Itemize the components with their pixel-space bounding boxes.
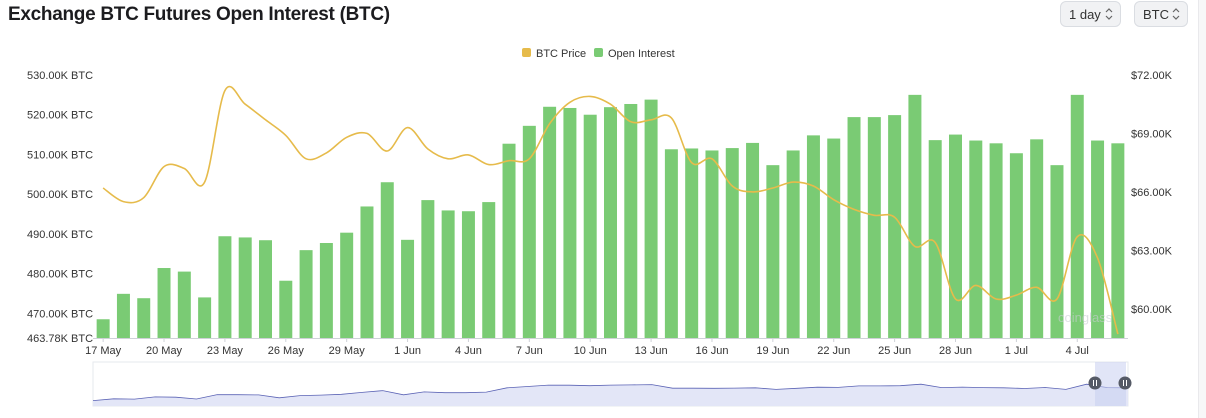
open-interest-bar[interactable]: [1091, 140, 1105, 338]
x-tick-label: 17 May: [85, 345, 122, 357]
x-tick-label: 26 May: [268, 345, 305, 357]
open-interest-bar[interactable]: [725, 148, 739, 338]
open-interest-bar[interactable]: [563, 107, 577, 339]
watermark-logo: coinglass: [1058, 310, 1113, 325]
open-interest-bar[interactable]: [644, 99, 658, 338]
open-interest-bar[interactable]: [319, 242, 333, 338]
open-interest-bar[interactable]: [157, 268, 171, 338]
page-title: Exchange BTC Futures Open Interest (BTC): [8, 4, 390, 25]
open-interest-bar[interactable]: [867, 117, 881, 338]
unit-select[interactable]: BTC: [1134, 1, 1188, 27]
legend-open-interest[interactable]: Open Interest: [608, 48, 675, 60]
open-interest-bar[interactable]: [908, 94, 922, 338]
open-interest-bar[interactable]: [1009, 153, 1023, 338]
open-interest-bar[interactable]: [177, 271, 191, 338]
y-left-tick-label: 470.00K BTC: [27, 308, 93, 320]
open-interest-bar[interactable]: [1111, 143, 1125, 338]
y-left-tick-label: 463.78K BTC: [27, 333, 93, 345]
x-tick-label: 1 Jul: [1005, 345, 1028, 357]
open-interest-bar[interactable]: [664, 149, 678, 338]
x-tick-label: 4 Jun: [455, 345, 482, 357]
y-right-tick-label: $72.00K: [1131, 70, 1173, 82]
x-tick-label: 16 Jun: [695, 345, 728, 357]
open-interest-bar[interactable]: [604, 107, 617, 338]
open-interest-bar[interactable]: [198, 297, 212, 338]
legend-btc-price-swatch: [522, 48, 531, 57]
open-interest-bar[interactable]: [137, 298, 151, 338]
unit-value: BTC: [1143, 6, 1169, 22]
open-interest-bar[interactable]: [279, 280, 293, 338]
open-interest-bar[interactable]: [685, 148, 699, 338]
x-tick-label: 19 Jun: [756, 345, 789, 357]
x-tick-label: 1 Jun: [394, 345, 421, 357]
x-tick-label: 7 Jun: [516, 345, 543, 357]
open-interest-bar[interactable]: [888, 115, 902, 339]
open-interest-bar[interactable]: [766, 165, 780, 338]
open-interest-bar[interactable]: [360, 206, 374, 338]
y-left-tick-label: 510.00K BTC: [27, 149, 93, 161]
y-right-tick-label: $60.00K: [1131, 304, 1173, 316]
y-left-tick-label: 490.00K BTC: [27, 229, 93, 241]
open-interest-bar[interactable]: [116, 293, 130, 338]
legend-open-interest-swatch: [594, 48, 603, 57]
open-interest-bar[interactable]: [259, 240, 272, 338]
open-interest-bar[interactable]: [543, 106, 557, 338]
x-tick-label: 4 Jul: [1066, 345, 1089, 357]
x-tick-label: 25 Jun: [878, 345, 911, 357]
y-left-tick-label: 500.00K BTC: [27, 189, 93, 201]
navigator-line: [92, 383, 1129, 401]
open-interest-bar[interactable]: [949, 134, 962, 338]
open-interest-bar[interactable]: [522, 125, 536, 338]
y-right-tick-label: $66.00K: [1131, 187, 1173, 199]
open-interest-bar[interactable]: [482, 202, 496, 338]
y-left-tick-label: 530.00K BTC: [27, 70, 93, 82]
open-interest-bar[interactable]: [421, 200, 435, 338]
y-right-tick-label: $63.00K: [1131, 245, 1173, 257]
y-left-tick-label: 520.00K BTC: [27, 110, 93, 122]
chevron-up-down-icon: [1172, 8, 1180, 20]
x-tick-label: 28 Jun: [939, 345, 972, 357]
open-interest-bar[interactable]: [806, 135, 820, 338]
x-tick-label: 20 May: [146, 345, 183, 357]
open-interest-bar[interactable]: [969, 140, 983, 338]
open-interest-bar[interactable]: [1050, 165, 1064, 338]
legend-btc-price[interactable]: BTC Price: [536, 48, 586, 60]
open-interest-bar[interactable]: [1030, 139, 1044, 338]
time-range-select[interactable]: 1 day: [1060, 1, 1121, 27]
open-interest-bar[interactable]: [380, 182, 394, 338]
open-interest-bar[interactable]: [441, 210, 455, 338]
open-interest-bar[interactable]: [583, 114, 597, 338]
open-interest-bar[interactable]: [705, 150, 719, 338]
open-interest-bar[interactable]: [746, 142, 760, 338]
x-tick-label: 22 Jun: [817, 345, 850, 357]
y-left-tick-label: 480.00K BTC: [27, 269, 93, 281]
open-interest-bar[interactable]: [299, 250, 313, 338]
x-tick-label: 29 May: [329, 345, 366, 357]
btc-price-line[interactable]: [102, 85, 1119, 335]
navigator-handle[interactable]: [1118, 376, 1132, 390]
open-interest-bar[interactable]: [238, 237, 252, 338]
y-right-tick-label: $69.00K: [1131, 128, 1173, 140]
navigator-area: [93, 384, 1128, 406]
open-interest-bar[interactable]: [827, 138, 841, 338]
chevron-up-down-icon: [1105, 8, 1113, 20]
open-interest-bar[interactable]: [96, 319, 110, 338]
open-interest-bar[interactable]: [624, 103, 638, 338]
open-interest-bar[interactable]: [1070, 94, 1084, 338]
x-tick-label: 10 Jun: [574, 345, 607, 357]
open-interest-bar[interactable]: [218, 236, 232, 338]
navigator-handle[interactable]: [1088, 376, 1102, 390]
open-interest-bar[interactable]: [989, 143, 1003, 338]
open-interest-bar[interactable]: [786, 150, 800, 338]
open-interest-bar[interactable]: [401, 239, 415, 338]
x-tick-label: 13 Jun: [635, 345, 668, 357]
open-interest-bar[interactable]: [502, 143, 516, 338]
time-range-value: 1 day: [1069, 6, 1101, 22]
open-interest-bar[interactable]: [928, 140, 942, 338]
open-interest-bar[interactable]: [847, 117, 861, 338]
open-interest-bar[interactable]: [340, 232, 354, 338]
open-interest-bar[interactable]: [461, 211, 475, 338]
x-tick-label: 23 May: [207, 345, 244, 357]
